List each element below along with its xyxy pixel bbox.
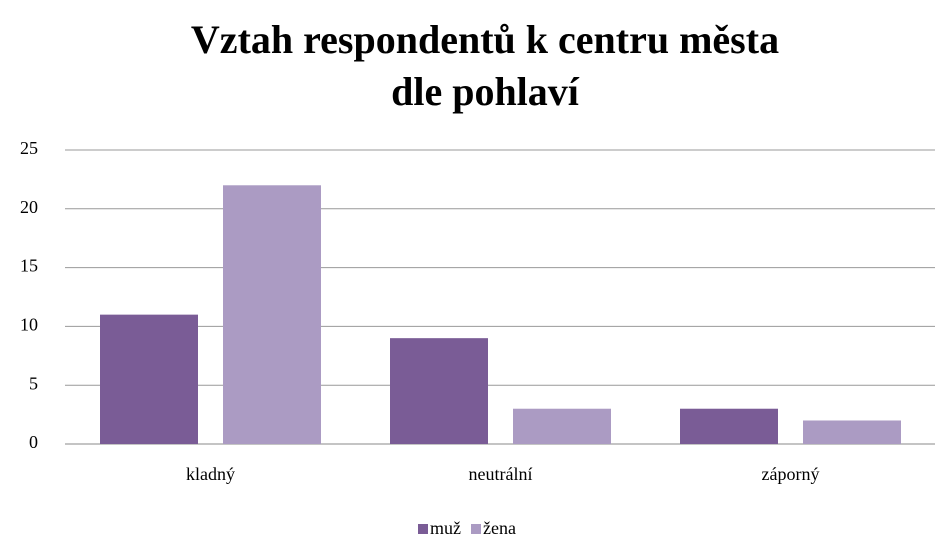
bar: [680, 408, 778, 444]
chart-title: dle pohlaví: [391, 69, 580, 114]
chart-title: Vztah respondentů k centru města: [191, 17, 779, 62]
bar: [513, 408, 611, 444]
legend-swatch: [418, 524, 428, 534]
x-tick-label: kladný: [186, 464, 235, 484]
y-tick-label: 0: [29, 432, 38, 452]
y-tick-label: 20: [20, 197, 38, 217]
x-tick-label: neutrální: [469, 464, 533, 484]
legend-swatch: [471, 524, 481, 534]
bar: [100, 314, 198, 444]
x-tick-label: záporný: [762, 464, 820, 484]
y-tick-label: 25: [20, 138, 38, 158]
y-tick-label: 5: [29, 373, 38, 393]
y-tick-label: 10: [20, 315, 38, 335]
bar: [390, 338, 488, 444]
legend-label: žena: [483, 518, 516, 538]
legend-label: muž: [430, 518, 461, 538]
bar: [803, 420, 901, 444]
y-tick-label: 15: [20, 256, 38, 276]
bar: [223, 185, 321, 444]
